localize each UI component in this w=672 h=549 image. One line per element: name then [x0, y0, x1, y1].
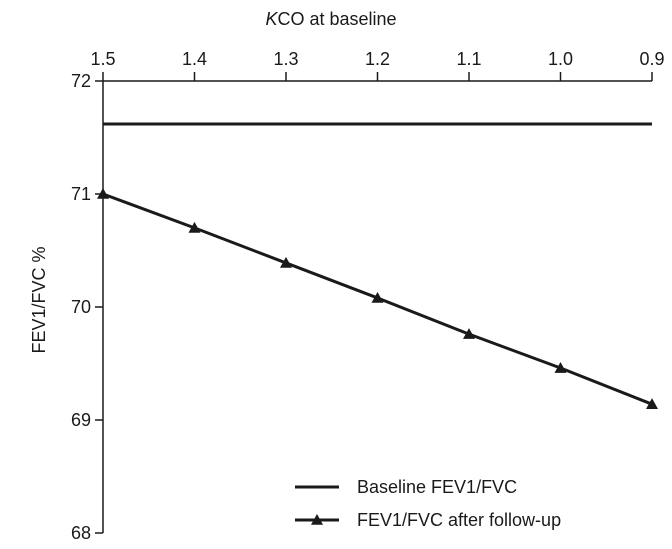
- data-point-follow-up: [371, 291, 384, 303]
- x-axis-title-rest: CO at baseline: [277, 9, 396, 29]
- x-tick-label: 1.3: [273, 49, 298, 69]
- y-tick-labels: 72 71 70 69 68: [71, 71, 103, 543]
- data-point-follow-up: [280, 256, 292, 268]
- x-axis-title-italic: K: [265, 9, 278, 29]
- x-tick-label: 1.1: [456, 49, 481, 69]
- legend-label-baseline: Baseline FEV1/FVC: [357, 477, 517, 497]
- data-point-follow-up: [97, 188, 109, 199]
- x-tick-label: 1.5: [90, 49, 115, 69]
- series-layer: [97, 122, 658, 409]
- data-point-follow-up: [463, 328, 475, 339]
- x-axis-title: KCO at baseline: [265, 9, 396, 29]
- x-tick-label: 0.9: [639, 49, 664, 69]
- y-tick-label: 72: [71, 71, 91, 91]
- legend-marker-follow-up: [311, 514, 323, 525]
- y-tick-label: 68: [71, 523, 91, 543]
- data-point-follow-up: [188, 221, 201, 233]
- axes: [102, 80, 652, 533]
- legend: Baseline FEV1/FVC FEV1/FVC after follow-u…: [295, 477, 561, 530]
- x-tick-label: 1.2: [365, 49, 390, 69]
- x-tick-labels: 1.5 1.4 1.3 1.2 1.1 1.0 0.9: [90, 49, 665, 81]
- y-tick-label: 70: [71, 297, 91, 317]
- x-tick-label: 1.4: [182, 49, 207, 69]
- legend-label-follow-up: FEV1/FVC after follow-up: [357, 510, 561, 530]
- data-point-follow-up: [646, 398, 658, 409]
- y-tick-label: 71: [71, 184, 91, 204]
- y-tick-label: 69: [71, 410, 91, 430]
- y-axis-title: FEV1/FVC %: [29, 246, 49, 353]
- x-tick-label: 1.0: [548, 49, 573, 69]
- data-point-follow-up: [554, 362, 567, 373]
